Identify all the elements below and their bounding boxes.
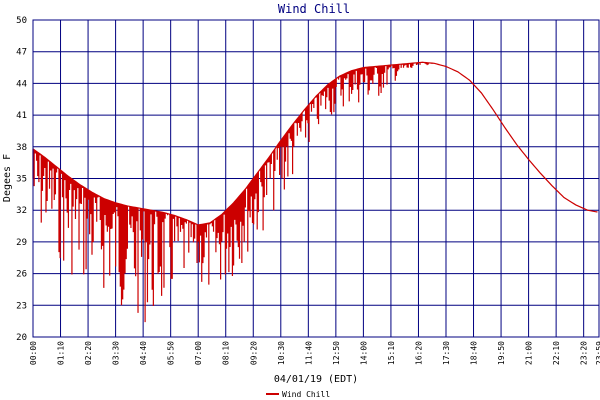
- x-tick-label: 10:30: [277, 341, 286, 365]
- y-tick-label: 50: [16, 16, 27, 26]
- x-tick-label: 16:20: [414, 341, 423, 365]
- y-tick-label: 35: [16, 175, 27, 185]
- x-tick-labels: 00:00 01:10 02:20 03:30 04:40 05:50 07:00 08:10…: [29, 341, 600, 365]
- x-tick-label: 01:10: [57, 341, 66, 365]
- x-tick-label: 08:10: [222, 341, 231, 365]
- x-tick-label: 21:00: [525, 341, 534, 365]
- y-tick-label: 38: [16, 143, 27, 153]
- x-tick-label: 00:00: [29, 341, 38, 365]
- plot-frame: [32, 19, 600, 338]
- x-tick-label: 15:10: [387, 341, 396, 365]
- legend-label: Wind Chill: [282, 390, 330, 399]
- chart-title: Wind Chill: [278, 2, 350, 16]
- x-tick-label: 11:40: [304, 341, 313, 365]
- x-tick-label: 23:20: [580, 341, 589, 365]
- y-tick-label: 44: [16, 79, 27, 89]
- x-tick-label: 14:00: [359, 341, 368, 365]
- legend: Wind Chill: [266, 390, 330, 399]
- y-tick-label: 26: [16, 270, 27, 280]
- y-tick-label: 41: [16, 111, 27, 121]
- x-tick-label: 17:30: [442, 341, 451, 365]
- x-tick-label: 18:40: [470, 341, 479, 365]
- y-tick-label: 20: [16, 333, 27, 343]
- x-tick-label: 02:20: [84, 341, 93, 365]
- y-tick-labels: 20 23 26 29 32 35 38 41 44 47 50: [16, 16, 27, 343]
- x-tick-label: 19:50: [497, 341, 506, 365]
- x-tick-label: 07:00: [194, 341, 203, 365]
- x-tick-label: 05:50: [167, 341, 176, 365]
- x-tick-label: 22:10: [552, 341, 561, 365]
- x-tick-label: 09:20: [249, 341, 258, 365]
- y-tick-label: 32: [16, 206, 27, 216]
- x-tick-label: 23:59: [595, 341, 600, 365]
- y-tick-label: 47: [16, 48, 27, 58]
- y-tick-label: 29: [16, 238, 27, 248]
- y-tick-label: 23: [16, 301, 27, 311]
- x-axis-label: 04/01/19 (EDT): [274, 374, 358, 385]
- series-line: [32, 61, 598, 226]
- x-tick-label: 12:50: [332, 341, 341, 365]
- x-tick-label: 03:30: [112, 341, 121, 365]
- y-axis-label: Degees F: [2, 154, 13, 202]
- x-tick-label: 04:40: [139, 341, 148, 365]
